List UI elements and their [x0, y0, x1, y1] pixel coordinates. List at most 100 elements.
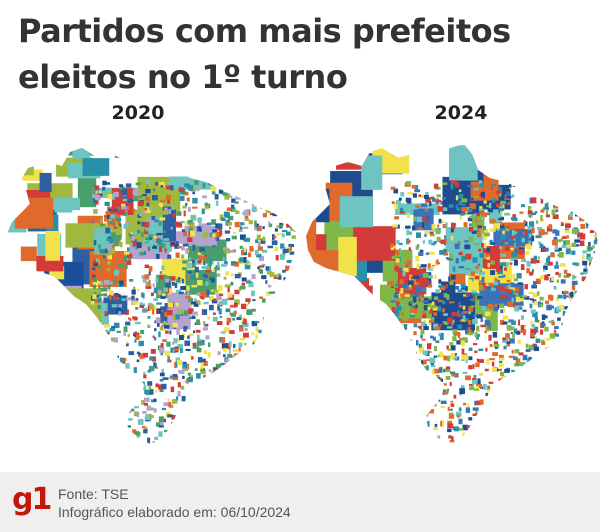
- map-2024-municipality: [526, 386, 532, 389]
- map-2024-municipality: [525, 381, 529, 385]
- map-2020-municipality: [100, 323, 102, 329]
- map-2020-municipality: [104, 375, 109, 377]
- map-2020-municipality: [198, 260, 202, 263]
- map-2024-municipality: [411, 306, 415, 308]
- map-2024-municipality: [466, 294, 470, 297]
- map-2020-municipality: [184, 310, 188, 316]
- map-2024-municipality: [502, 399, 506, 402]
- map-2024-municipality: [518, 381, 520, 387]
- map-2020-municipality: [158, 290, 161, 294]
- map-2024-municipality: [471, 425, 474, 429]
- map-2024-municipality: [522, 310, 526, 312]
- map-2020-municipality: [256, 359, 261, 361]
- map-2024-municipality: [505, 228, 509, 231]
- map-2020-municipality: [131, 296, 134, 300]
- map-2024-municipality: [551, 322, 555, 326]
- map-2024-municipality: [540, 330, 543, 335]
- map-2020-municipality: [276, 365, 282, 368]
- map-2024-municipality: [405, 371, 409, 374]
- map-2024-municipality: [515, 287, 519, 291]
- map-2020-municipality: [184, 211, 186, 217]
- map-2020-municipality: [241, 364, 246, 369]
- map-2024-municipality: [429, 252, 434, 255]
- map-2024-municipality: [481, 287, 485, 290]
- map-2024-municipality: [492, 368, 497, 372]
- map-2020-municipality: [252, 412, 255, 417]
- map-2024-municipality: [492, 362, 494, 367]
- map-2024-municipality: [414, 189, 420, 192]
- map-2020-municipality: [106, 290, 111, 292]
- map-2024-municipality: [585, 384, 590, 389]
- map-2024-municipality: [413, 193, 417, 197]
- map-2020-municipality: [214, 267, 220, 270]
- map-2020-municipality: [102, 353, 106, 355]
- map-2020-municipality: [245, 359, 250, 362]
- map-2024-municipality: [524, 428, 530, 431]
- map-2020-municipality: [203, 327, 208, 330]
- map-2020-municipality: [188, 207, 191, 212]
- map-2024-municipality: [554, 326, 559, 329]
- map-2024-municipality: [401, 312, 404, 315]
- map-2020-municipality: [279, 225, 283, 228]
- map-2024-municipality: [393, 375, 396, 380]
- map-2020-municipality: [140, 354, 143, 359]
- map-2020-municipality: [167, 247, 171, 251]
- map-2024-municipality: [494, 341, 498, 344]
- map-2020-municipality: [182, 206, 186, 209]
- map-2020-municipality: [161, 444, 166, 449]
- map-2020-municipality: [161, 343, 164, 347]
- map-2024-municipality: [505, 247, 510, 251]
- map-2024-municipality: [439, 250, 444, 255]
- map-2020-municipality: [252, 299, 255, 301]
- map-2024-municipality: [504, 213, 510, 216]
- map-2020-municipality: [142, 194, 147, 196]
- map-2024-municipality: [558, 295, 563, 299]
- map-2024-municipality: [546, 191, 551, 194]
- map-2024-municipality: [594, 235, 599, 237]
- map-2020-municipality: [124, 252, 129, 255]
- map-2024-municipality: [519, 212, 523, 214]
- map-2020-municipality: [203, 321, 205, 325]
- map-2020-municipality: [266, 377, 269, 379]
- map-2020-municipality: [168, 209, 171, 214]
- map-2024-municipality: [395, 331, 401, 334]
- map-2024-municipality: [480, 410, 485, 413]
- map-2024-municipality: [521, 259, 526, 262]
- map-2020-municipality: [255, 412, 257, 417]
- map-2024-municipality: [510, 248, 514, 251]
- map-2024-municipality: [442, 445, 448, 448]
- map-2024-municipality: [392, 391, 398, 397]
- map-2020-municipality: [102, 445, 107, 450]
- map-2024-municipality: [574, 291, 579, 297]
- map-2024-municipality: [396, 250, 400, 255]
- map-2020-municipality: [135, 431, 139, 434]
- map-2020-municipality: [94, 438, 99, 442]
- map-2024-municipality: [471, 272, 475, 276]
- map-2024-municipality: [587, 198, 590, 203]
- map-2020-municipality: [286, 383, 288, 386]
- map-2020-municipality: [277, 210, 279, 213]
- map-2020-municipality: [155, 278, 158, 283]
- map-2020-municipality: [251, 274, 255, 279]
- map-2024-municipality: [530, 304, 533, 309]
- map-2024-municipality: [516, 396, 518, 401]
- map-2020-municipality: [270, 430, 275, 433]
- map-2020-municipality: [244, 391, 248, 394]
- map-2024-municipality: [518, 249, 524, 254]
- map-2024-municipality: [394, 435, 400, 440]
- map-2020-municipality: [114, 356, 118, 359]
- map-2020-municipality: [98, 442, 104, 445]
- map-2020-municipality: [252, 416, 257, 419]
- map-2024-municipality: [450, 353, 455, 358]
- map-2024-municipality: [557, 279, 559, 282]
- map-2024-municipality: [594, 277, 598, 281]
- map-2024-municipality: [459, 388, 465, 394]
- map-2024-municipality: [445, 222, 447, 226]
- footer-credit: Infográfico elaborado em: 06/10/2024: [58, 504, 291, 520]
- map-2024-municipality: [563, 240, 565, 245]
- map-2024-municipality: [559, 338, 563, 340]
- map-2024-municipality: [517, 402, 521, 407]
- map-2024-municipality: [411, 419, 416, 424]
- map-2020-municipality: [280, 211, 285, 214]
- map-2020-municipality: [145, 189, 150, 193]
